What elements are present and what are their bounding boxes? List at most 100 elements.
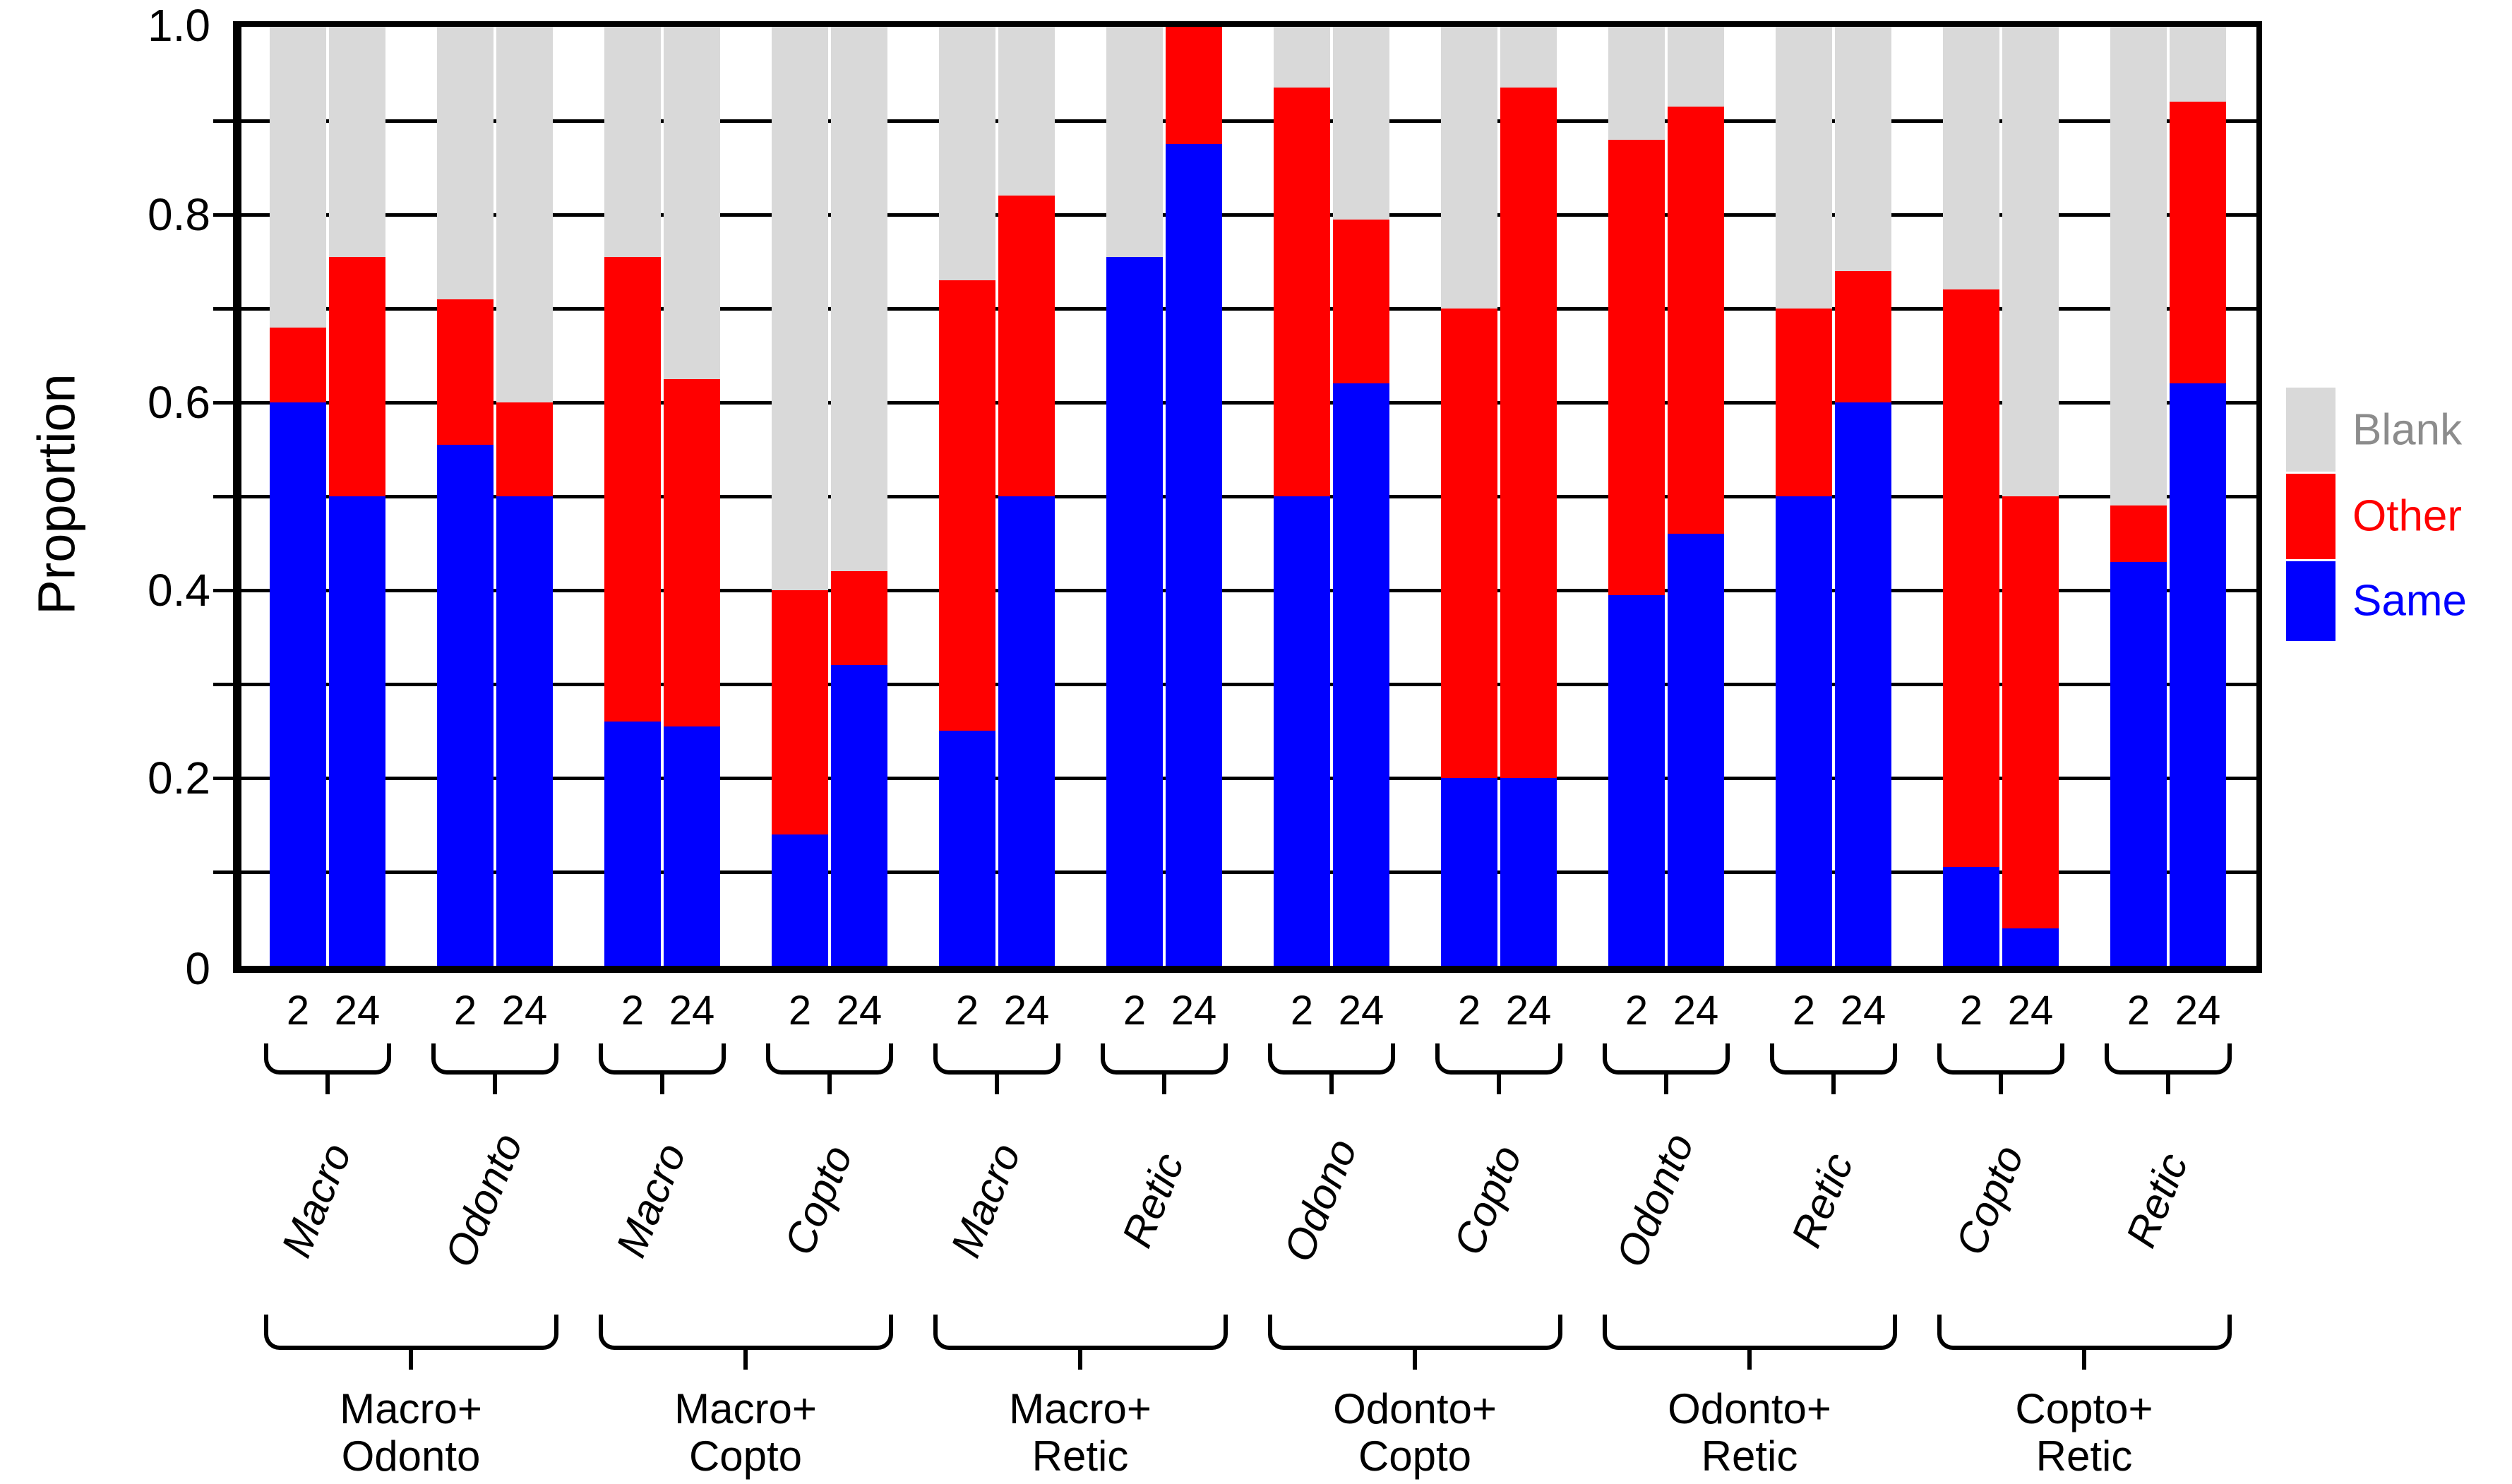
- stacked-bar-Copto-24: [831, 27, 887, 966]
- group-brace-nub: [2082, 1350, 2086, 1370]
- segment-blank: [1668, 27, 1724, 107]
- group-brace-nub: [743, 1350, 748, 1370]
- stacked-bar-Macro-2: [939, 27, 995, 966]
- gridline: [241, 401, 2256, 405]
- group-label-line2: Copto: [1358, 1432, 1472, 1480]
- segment-blank: [1106, 27, 1163, 257]
- y-tick-label-0.8: 0.8: [148, 189, 210, 240]
- segment-same: [1776, 496, 1832, 966]
- species-label-Odonto: Odonto: [1607, 1127, 1703, 1274]
- pair-brace: [2105, 1043, 2232, 1075]
- x-tick-label-time: 2: [621, 988, 645, 1034]
- group-brace-nub: [1747, 1350, 1752, 1370]
- species-label-Retic: Retic: [2117, 1147, 2197, 1254]
- segment-other: [270, 327, 326, 402]
- segment-same: [831, 665, 887, 966]
- segment-other: [1608, 139, 1665, 595]
- y-axis-tick: [213, 119, 233, 123]
- stacked-bar-Retic-24: [2170, 27, 2226, 966]
- x-tick-label-time: 24: [334, 988, 381, 1034]
- stacked-bar-Macro-2: [270, 27, 326, 966]
- plot-area: [233, 21, 2262, 973]
- x-tick-label-time: 24: [836, 988, 883, 1034]
- group-brace: [933, 1315, 1228, 1350]
- segment-blank: [1441, 27, 1497, 309]
- group-brace-nub: [1078, 1350, 1082, 1370]
- stacked-bar-Retic-24: [1166, 27, 1222, 966]
- x-tick-label-time: 2: [955, 988, 979, 1034]
- segment-same: [2110, 562, 2167, 966]
- x-tick-label-time: 24: [2007, 988, 2054, 1034]
- x-tick-label-time: 2: [1625, 988, 1649, 1034]
- pair-brace-nub: [1329, 1075, 1334, 1094]
- pair-brace-nub: [827, 1075, 832, 1094]
- legend-swatch-blank: [2286, 388, 2335, 472]
- segment-same: [1441, 778, 1497, 966]
- pair-brace-nub: [325, 1075, 330, 1094]
- stacked-bar-Macro-24: [664, 27, 720, 966]
- species-label-Odonto: Odonto: [436, 1127, 532, 1274]
- segment-other: [2170, 102, 2226, 384]
- group-label: Macro+ Odonto: [340, 1385, 482, 1480]
- segment-other: [1500, 88, 1557, 778]
- x-tick-label-time: 24: [1171, 988, 1217, 1034]
- segment-other: [939, 280, 995, 731]
- stacked-bar-Retic-2: [1106, 27, 1163, 966]
- segment-blank: [1776, 27, 1832, 309]
- segment-other: [329, 256, 385, 496]
- segment-same: [1106, 256, 1163, 966]
- group-label-line1: Macro+: [340, 1385, 482, 1432]
- segment-other: [998, 196, 1055, 496]
- segment-blank: [1333, 27, 1389, 220]
- group-label-line1: Odonto+: [1333, 1385, 1497, 1432]
- segment-blank: [998, 27, 1055, 196]
- species-label-Macro: Macro: [941, 1137, 1030, 1264]
- gridline: [241, 870, 2256, 874]
- stacked-bar-Macro-2: [604, 27, 661, 966]
- segment-other: [2002, 496, 2059, 928]
- y-tick-label-1.0: 1.0: [148, 0, 210, 51]
- x-tick-label-time: 2: [1792, 988, 1816, 1034]
- y-axis-tick: [213, 777, 233, 780]
- segment-blank: [1943, 27, 1999, 290]
- y-axis-tick: [213, 870, 233, 874]
- segment-same: [998, 496, 1055, 966]
- segment-other: [1668, 107, 1724, 534]
- segment-same: [329, 496, 385, 966]
- stacked-bar-Copto-24: [2002, 27, 2059, 966]
- segment-other: [831, 571, 887, 666]
- species-label-Copto: Copto: [1946, 1139, 2033, 1262]
- pair-brace: [1603, 1043, 1730, 1075]
- group-label: Copto+ Retic: [2015, 1385, 2153, 1480]
- y-axis-tick: [213, 589, 233, 592]
- gridline: [241, 495, 2256, 498]
- pair-brace-nub: [1999, 1075, 2003, 1094]
- stacked-bar-Odonto-2: [437, 27, 494, 966]
- group-label-line2: Retic: [1031, 1432, 1129, 1480]
- segment-blank: [329, 27, 385, 257]
- gridline: [241, 777, 2256, 780]
- segment-same: [1668, 534, 1724, 966]
- segment-other: [772, 590, 828, 834]
- gridline: [241, 589, 2256, 592]
- segment-blank: [1500, 27, 1557, 88]
- stacked-bar-Odonto-24: [1668, 27, 1724, 966]
- group-label-line1: Macro+: [674, 1385, 817, 1432]
- pair-brace-nub: [1162, 1075, 1166, 1094]
- species-label-Odono: Odono: [1274, 1132, 1366, 1269]
- pair-brace-nub: [1497, 1075, 1501, 1094]
- segment-same: [664, 726, 720, 966]
- stacked-bar-Copto-2: [772, 27, 828, 966]
- stacked-bar-Copto-2: [1441, 27, 1497, 966]
- group-label: Macro+ Copto: [674, 1385, 817, 1480]
- segment-same: [270, 402, 326, 966]
- group-brace: [599, 1315, 893, 1350]
- stacked-bar-Macro-24: [329, 27, 385, 966]
- x-tick-label-time: 24: [669, 988, 715, 1034]
- segment-same: [1835, 402, 1891, 966]
- segment-other: [496, 402, 553, 496]
- x-tick-label-time: 2: [1959, 988, 1983, 1034]
- pair-brace: [431, 1043, 558, 1075]
- segment-other: [1835, 270, 1891, 402]
- group-label-line1: Copto+: [2015, 1385, 2153, 1432]
